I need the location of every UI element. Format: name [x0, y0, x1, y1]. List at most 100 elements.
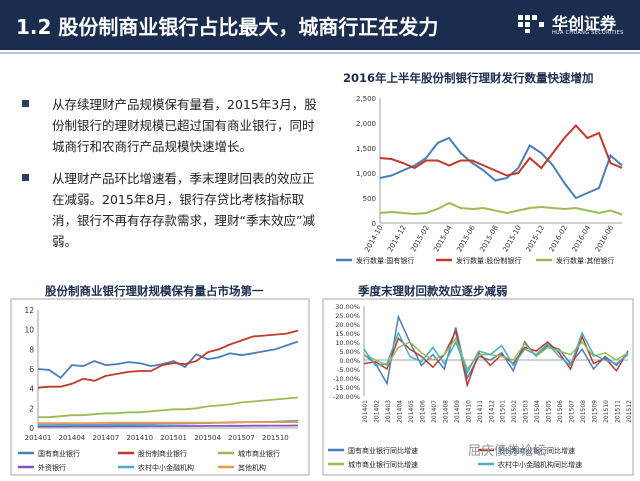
series-line: [379, 136, 623, 200]
x-tick-label: 201505: [546, 400, 553, 423]
quarter-growth-line-chart: -20.00%-15.00%-10.00%-5.00%0.00%5.00%10.…: [322, 298, 634, 476]
x-tick-label: 201504: [194, 434, 221, 442]
brand-mark-icon: [518, 15, 544, 33]
y-tick-label: 500: [363, 195, 376, 203]
x-tick-label: 201406: [419, 400, 426, 423]
y-tick-label: 4: [29, 385, 34, 394]
x-tick-label: 2016-04: [571, 224, 593, 254]
y-tick-label: 25.00%: [335, 312, 360, 320]
y-tick-label: 1,000: [356, 170, 376, 178]
x-tick-label: 201411: [477, 400, 484, 423]
y-tick-label: 6: [29, 365, 34, 374]
series-line: [379, 124, 623, 177]
series-line: [363, 336, 629, 371]
x-tick-label: 2015-12: [525, 224, 547, 253]
y-tick-label: 12: [24, 306, 34, 315]
x-tick-label: 201511: [615, 400, 622, 423]
y-tick-label: 0: [29, 424, 34, 433]
bullet-square-icon: [22, 174, 29, 181]
bullet-text: 从存续理财产品规模保有量看，2015年3月，股份制银行的理财规模已超过国有商业银…: [52, 97, 317, 154]
series-line: [363, 328, 629, 388]
header-divider: [0, 52, 640, 54]
chart-title-quarter: 季度末理财回款效应逐步减弱: [358, 284, 508, 298]
x-tick-label: 2015-04: [432, 224, 454, 254]
slide-header: 1.2 股份制商业银行占比最大，城商行正在发力 华创证券 HUA CHUANG …: [0, 0, 640, 50]
x-tick-label: 2015-08: [478, 224, 500, 253]
x-tick-label: 2016-06: [594, 224, 616, 254]
x-tick-label: 201405: [408, 400, 415, 423]
x-tick-label: 201507: [569, 400, 576, 423]
legend-label: 城市商业银行同比增速: [348, 460, 418, 469]
y-tick-label: -10.00%: [333, 375, 360, 383]
series-line: [379, 201, 623, 216]
y-tick-label: 10: [24, 326, 34, 335]
y-tick-label: 15.00%: [335, 330, 360, 338]
x-tick-label: 2016-02: [548, 224, 570, 253]
x-tick-label: 201404: [59, 434, 86, 442]
x-tick-label: 201502: [511, 400, 518, 423]
brand-logo: 华创证券 HUA CHUANG SECURITIES: [516, 10, 636, 40]
legend-label: 国有商业银行: [38, 449, 80, 458]
x-tick-label: 201412: [488, 400, 495, 423]
brand-name: 华创证券: [552, 14, 617, 33]
x-tick-label: 201403: [385, 400, 392, 423]
x-tick-label: 201401: [25, 434, 52, 442]
x-tick-label: 201506: [557, 400, 564, 423]
series-line: [37, 329, 299, 389]
x-tick-label: 201407: [431, 400, 438, 423]
legend-label: 农村中小金融机构同比增速: [498, 460, 582, 469]
series-line: [363, 314, 629, 386]
bullet-square-icon: [22, 100, 29, 107]
series-line: [38, 396, 299, 419]
slide-title: 1.2 股份制商业银行占比最大，城商行正在发力: [16, 15, 439, 39]
series-line: [38, 421, 298, 424]
y-tick-label: 30.00%: [335, 303, 360, 311]
scale-line-chart: 0 2 4 6 8 10 12 201401 201404 201407 201410 201501 2…: [10, 298, 310, 476]
x-tick-label: 201504: [534, 400, 541, 423]
y-tick-label: 0: [372, 220, 376, 228]
x-tick-label: 201508: [580, 400, 587, 423]
chart-frame: [322, 298, 634, 476]
bullet-text: 从理财产品环比增速看，季末理财回表的效应正在减弱。2015年8月，银行存贷比考核…: [52, 171, 315, 249]
legend-label: 发行数量:国有银行: [356, 256, 414, 265]
x-tick-label: 201501: [500, 400, 507, 423]
x-tick-label: 201401: [362, 400, 369, 423]
legend-label: 股份制商业银行: [138, 449, 187, 458]
x-tick-label: 2015-10: [501, 224, 523, 253]
x-tick-label: 201503: [523, 400, 530, 423]
series-line: [37, 340, 299, 379]
x-tick-label: 2015-02: [409, 224, 431, 253]
y-tick-label: 0.00%: [339, 357, 360, 365]
y-tick-label: -20.00%: [333, 393, 360, 401]
legend-label: 发行数量:股份制银行: [456, 256, 521, 265]
chart-title-scale: 股份制商业银行理财规模保有量占市场第一: [45, 284, 264, 298]
y-tick-label: 2,500: [356, 95, 376, 103]
brand-english-name: HUA CHUANG SECURITIES: [552, 30, 624, 36]
legend-label: 国有商业银行同比增速: [348, 446, 418, 455]
x-tick-label: 2014-12: [386, 224, 408, 253]
series-line: [363, 331, 629, 375]
x-tick-label: 201410: [126, 434, 153, 442]
y-tick-label: 2: [29, 404, 34, 413]
y-tick-label: 2,000: [356, 120, 376, 128]
x-tick-label: 201402: [373, 400, 380, 423]
x-tick-label: 201509: [592, 400, 599, 423]
x-tick-label: 201510: [603, 400, 610, 423]
series-line: [38, 424, 299, 428]
x-tick-label: 201510: [262, 434, 289, 442]
x-tick-label: 201408: [442, 400, 449, 423]
x-tick-label: 201409: [454, 400, 461, 423]
x-tick-label: 201501: [160, 434, 187, 442]
chart-title-issuance: 2016年上半年股份制银行理财发行数量快速增加: [343, 71, 594, 85]
legend-label: 发行数量:其他银行: [556, 256, 614, 265]
y-tick-label: 8: [29, 345, 34, 354]
x-tick-label: 201407: [92, 434, 119, 442]
x-tick-label: 2015-06: [455, 224, 477, 254]
legend-label: 农村中小金融机构: [138, 463, 194, 472]
y-tick-label: -15.00%: [333, 384, 360, 392]
chart-frame: [10, 298, 310, 476]
legend-label: 其他机构: [238, 463, 266, 472]
x-tick-label: 201404: [396, 400, 403, 423]
legend-label: 外资银行: [38, 463, 66, 472]
